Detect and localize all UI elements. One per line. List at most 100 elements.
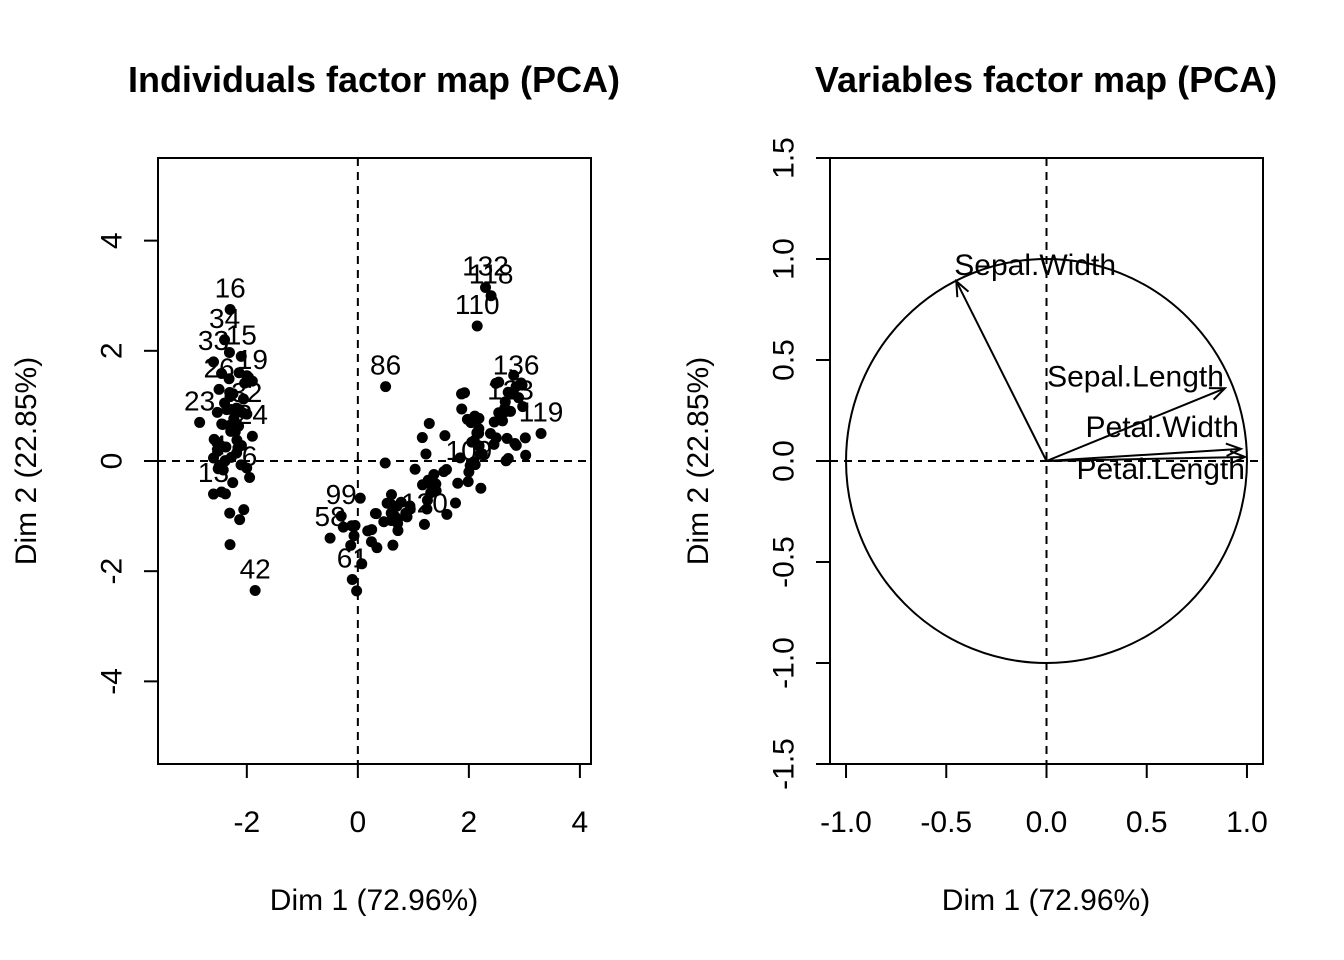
individual-point bbox=[510, 381, 522, 393]
individual-point bbox=[335, 510, 347, 522]
x-tick-label: -0.5 bbox=[920, 806, 972, 839]
individual-point bbox=[224, 507, 236, 519]
y-tick-label: 1.0 bbox=[768, 238, 801, 280]
individual-point bbox=[480, 281, 492, 293]
individual-point bbox=[225, 403, 237, 415]
individual-point bbox=[241, 408, 253, 420]
individual-point bbox=[348, 530, 360, 542]
individual-point bbox=[505, 405, 517, 417]
individual-point bbox=[238, 504, 250, 516]
individual-point bbox=[488, 416, 500, 428]
individual-point bbox=[194, 416, 206, 428]
y-tick-label: 0.5 bbox=[768, 339, 801, 381]
individual-point bbox=[246, 375, 258, 387]
individual-point bbox=[379, 457, 391, 469]
individual-point bbox=[421, 503, 433, 515]
individual-point bbox=[404, 500, 416, 512]
point-label: 120 bbox=[401, 487, 448, 518]
individual-point bbox=[351, 585, 363, 597]
individual-point bbox=[211, 437, 223, 449]
individual-point bbox=[216, 418, 228, 430]
vector-arrowhead bbox=[1225, 442, 1244, 457]
vector-arrowhead bbox=[955, 278, 970, 298]
x-tick-label: 2 bbox=[461, 806, 478, 839]
variables-factor-map: Variables factor map (PCA) Dim 1 (72.96%… bbox=[682, 59, 1277, 917]
individual-point bbox=[409, 463, 421, 475]
individual-point bbox=[241, 462, 253, 474]
individual-point bbox=[501, 432, 513, 444]
individual-point bbox=[208, 488, 220, 500]
variables-y-axis-label: Dim 2 (22.85%) bbox=[682, 357, 715, 565]
individual-point bbox=[519, 432, 531, 444]
point-label: 109 bbox=[446, 435, 493, 466]
y-tick-label: -1.5 bbox=[768, 738, 801, 790]
point-label: 86 bbox=[370, 350, 401, 381]
individual-point bbox=[211, 406, 223, 418]
individual-point bbox=[475, 482, 487, 494]
y-tick-label: 2 bbox=[96, 342, 129, 359]
individual-point bbox=[213, 461, 225, 473]
vector-arrow bbox=[1046, 387, 1226, 462]
individual-point bbox=[473, 423, 485, 435]
point-label: 4 bbox=[211, 430, 227, 461]
individual-point bbox=[485, 290, 497, 302]
vector-label: Sepal.Width bbox=[954, 249, 1116, 282]
point-label: 136 bbox=[493, 350, 540, 381]
individual-point bbox=[490, 377, 502, 389]
point-label: 110 bbox=[455, 289, 500, 320]
individual-point bbox=[439, 430, 451, 442]
y-tick-label: -0.5 bbox=[768, 536, 801, 588]
individual-point bbox=[223, 346, 235, 358]
individual-point bbox=[220, 441, 232, 453]
x-tick-label: 4 bbox=[572, 806, 589, 839]
individual-point bbox=[216, 368, 228, 380]
x-tick-label: -1.0 bbox=[820, 806, 872, 839]
individual-point bbox=[466, 436, 478, 448]
individual-point bbox=[484, 427, 496, 439]
individual-point bbox=[208, 356, 220, 368]
individual-point bbox=[370, 508, 382, 520]
individuals-factor-map: Individuals factor map (PCA) Dim 1 (72.9… bbox=[10, 59, 620, 917]
point-label: 32 bbox=[231, 377, 262, 408]
individual-point bbox=[346, 520, 358, 532]
variables-plot-area: Sepal.Width Sepal.Length Petal.Width Petal.… bbox=[830, 158, 1263, 764]
point-label: 119 bbox=[519, 396, 564, 427]
individual-point bbox=[237, 393, 249, 405]
individual-point bbox=[468, 456, 480, 468]
individual-point bbox=[234, 514, 246, 526]
individual-point bbox=[502, 386, 514, 398]
individual-point bbox=[471, 320, 483, 332]
individual-point bbox=[337, 521, 349, 533]
individual-point bbox=[418, 518, 430, 530]
individual-point bbox=[385, 499, 397, 511]
individual-point bbox=[420, 448, 432, 460]
individual-point bbox=[465, 417, 477, 429]
individual-point bbox=[517, 401, 529, 413]
y-tick-label: 0 bbox=[96, 453, 129, 470]
x-tick-label: 1.0 bbox=[1226, 806, 1268, 839]
individual-point bbox=[224, 304, 236, 315]
vector-arrowhead bbox=[1208, 387, 1228, 401]
point-label: 123 bbox=[487, 374, 534, 405]
individuals-title: Individuals factor map (PCA) bbox=[128, 59, 620, 100]
individual-point bbox=[535, 427, 547, 439]
individual-point bbox=[371, 542, 383, 554]
individual-point bbox=[500, 455, 512, 467]
point-label: 61 bbox=[337, 542, 368, 573]
individual-point bbox=[430, 485, 442, 497]
individual-point bbox=[441, 508, 453, 520]
individual-point bbox=[385, 489, 397, 501]
variables-x-axis-label: Dim 1 (72.96%) bbox=[942, 884, 1150, 917]
y-tick-label: 4 bbox=[96, 232, 129, 249]
point-label: 99 bbox=[326, 479, 357, 510]
individual-point bbox=[416, 432, 428, 444]
individual-point bbox=[246, 430, 258, 442]
individuals-y-axis-label: Dim 2 (22.85%) bbox=[10, 357, 43, 565]
y-tick-label: 0.0 bbox=[768, 440, 801, 482]
point-label: 23 bbox=[184, 385, 215, 416]
individual-point bbox=[423, 417, 435, 429]
individual-point bbox=[227, 477, 239, 489]
individual-point bbox=[462, 476, 474, 488]
individual-point bbox=[345, 539, 357, 551]
